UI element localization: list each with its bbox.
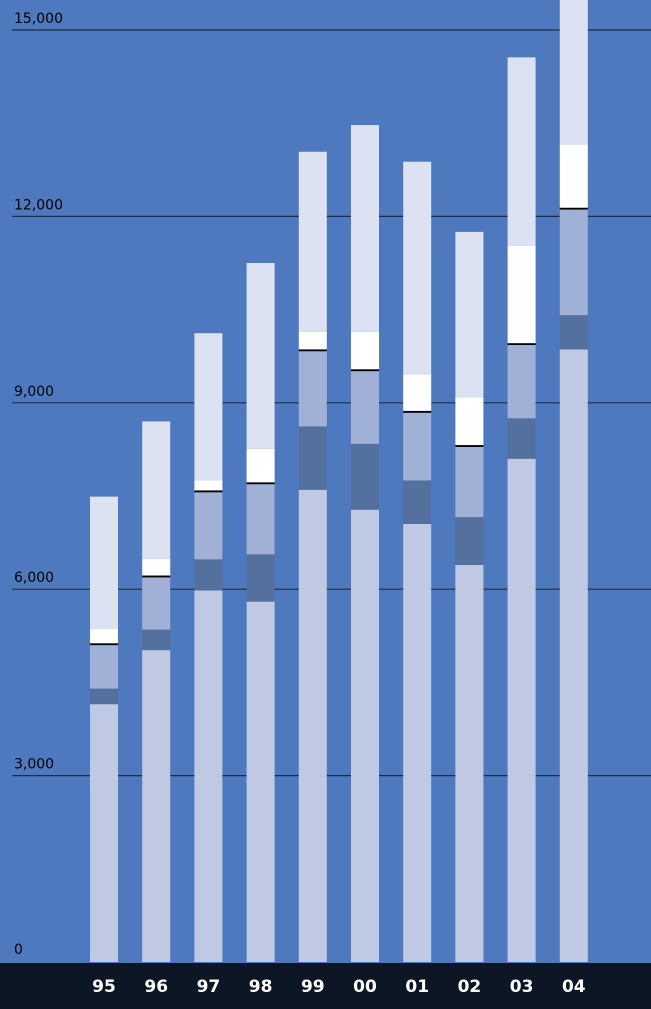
bar-segment-00-s2 [351, 371, 379, 444]
bar-group-95 [90, 496, 118, 962]
x-axis-category-labels: 95 96 97 98 99 00 01 02 03 04 [92, 977, 586, 997]
bar-segment-01-s2 [403, 412, 432, 481]
bar-segment-96-s1 [142, 629, 171, 651]
bar-segment-95-s4 [90, 628, 118, 644]
bar-segment-00-s4 [351, 331, 379, 370]
y-tick-label: 6,000 [14, 570, 54, 586]
bar-segment-04-s0 [559, 349, 588, 962]
bar-segment-01-s4 [403, 374, 432, 411]
bar-segment-98-s2 [246, 484, 275, 555]
bar-group-03 [507, 57, 536, 962]
x-tick-label-02: 02 [458, 977, 482, 997]
bar-segment-99-s0 [298, 489, 327, 962]
bar-segment-98-s3 [246, 482, 275, 485]
bar-segment-00-s1 [351, 443, 379, 510]
bar-segment-03-s1 [507, 418, 536, 459]
bar-segment-95-s5 [90, 496, 118, 629]
bar-segment-97-s4 [194, 480, 223, 491]
bar-segment-97-s5 [194, 333, 223, 481]
bar-segment-00-s5 [351, 125, 379, 332]
y-axis-tick-labels: 0 3,000 6,000 9,000 12,000 15,000 [14, 11, 63, 958]
bar-segment-02-s3 [455, 445, 484, 447]
bar-segment-04-s5 [559, 0, 588, 145]
bar-group-96 [142, 421, 171, 962]
bar-segment-95-s3 [90, 643, 118, 646]
bar-segment-02-s4 [455, 397, 484, 446]
bar-segment-99-s2 [298, 351, 327, 427]
x-tick-label-99: 99 [301, 977, 325, 997]
bar-segment-98-s0 [246, 601, 275, 962]
bar-segment-95-s1 [90, 688, 118, 705]
bar-segment-95-s0 [90, 704, 118, 962]
bar-segment-98-s4 [246, 448, 275, 483]
y-tick-label: 9,000 [14, 384, 54, 400]
bar-group-02 [455, 231, 484, 962]
bar-segment-03-s3 [507, 343, 536, 346]
bar-segment-03-s2 [507, 345, 536, 419]
bar-segment-04-s1 [559, 315, 588, 350]
bar-segment-01-s0 [403, 523, 432, 962]
bar-segment-99-s1 [298, 426, 327, 490]
x-tick-label-98: 98 [249, 977, 273, 997]
bar-segment-04-s2 [559, 209, 588, 316]
bar-segment-95-s2 [90, 645, 118, 689]
bar-segment-96-s3 [142, 575, 171, 578]
bar-segment-97-s1 [194, 559, 223, 591]
gridlines [12, 29, 651, 777]
y-tick-label: 3,000 [14, 757, 54, 773]
x-tick-label-01: 01 [405, 977, 429, 997]
bar-segment-01-s3 [403, 410, 432, 413]
bar-segment-97-s2 [194, 492, 223, 560]
y-tick-label: 15,000 [14, 11, 63, 27]
bar-group-01 [403, 161, 432, 962]
bar-segment-02-s1 [455, 517, 484, 565]
bar-segment-96-s2 [142, 577, 171, 630]
bar-segment-04-s3 [559, 207, 588, 210]
bar-segment-03-s0 [507, 458, 536, 962]
bar-segment-97-s0 [194, 590, 223, 962]
bar-segment-99-s4 [298, 331, 327, 350]
x-tick-label-03: 03 [510, 977, 534, 997]
bar-segment-99-s5 [298, 151, 327, 332]
bar-group-99 [298, 151, 327, 962]
bar-segment-02-s2 [455, 446, 484, 518]
bar-segment-99-s3 [298, 349, 327, 352]
x-tick-label-04: 04 [562, 977, 586, 997]
bar-group-97 [194, 333, 223, 962]
bar-segment-96-s0 [142, 650, 171, 962]
bar-segment-03-s5 [507, 57, 536, 246]
bar-segment-02-s0 [455, 564, 484, 962]
x-tick-label-96: 96 [144, 977, 168, 997]
y-tick-label: 12,000 [14, 197, 63, 213]
bar-segment-00-s0 [351, 509, 379, 962]
bar-segment-96-s5 [142, 421, 171, 559]
bar-segment-96-s4 [142, 558, 171, 576]
x-tick-label-95: 95 [92, 977, 116, 997]
bar-segment-01-s1 [403, 480, 432, 524]
bars [90, 0, 588, 962]
bar-segment-98-s1 [246, 554, 275, 602]
bar-group-98 [246, 263, 275, 962]
bar-segment-02-s5 [455, 231, 484, 398]
x-tick-label-00: 00 [353, 977, 377, 997]
bar-group-00 [351, 125, 379, 962]
bar-segment-00-s3 [351, 369, 379, 372]
bar-segment-04-s4 [559, 144, 588, 208]
bar-segment-03-s4 [507, 245, 536, 344]
x-axis-band [0, 963, 651, 1009]
x-tick-label-97: 97 [197, 977, 221, 997]
bar-group-04 [559, 0, 588, 962]
bar-segment-01-s5 [403, 161, 432, 375]
y-tick-label: 0 [14, 942, 23, 958]
bar-segment-98-s5 [246, 263, 275, 449]
bar-segment-97-s3 [194, 490, 223, 493]
